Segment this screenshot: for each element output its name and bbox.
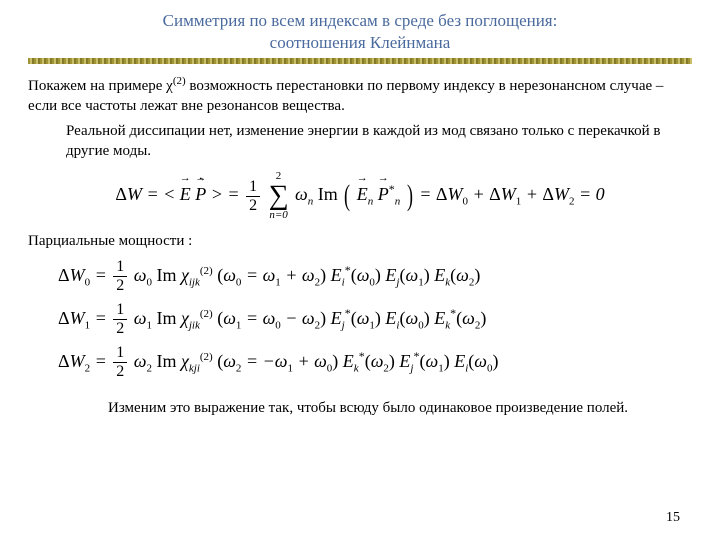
eq-w1: ΔW1 = 12 ω1 Im χjik(2) (ω1 = ω0 − ω2) Ej… — [58, 302, 692, 337]
conclusion-text: Изменим это выражение так, чтобы всюду б… — [28, 398, 692, 418]
intro-sentence-2: Реальной диссипации нет, изменение энерг… — [28, 121, 692, 162]
title-line-2: соотношения Клейнмана — [270, 33, 451, 52]
main-equation: ΔW = < E P > = 12 2∑n=0 ωn Im ( En P*n )… — [28, 171, 692, 221]
intro-sentence: Покажем на примере χ(2) возможность пере… — [28, 74, 692, 117]
eq-w2: ΔW2 = 12 ω2 Im χkji(2) (ω2 = −ω1 + ω0) E… — [58, 345, 692, 380]
eq-w0: ΔW0 = 12 ω0 Im χijk(2) (ω0 = ω1 + ω2) Ei… — [58, 259, 692, 294]
title-line-1: Симметрия по всем индексам в среде без п… — [163, 11, 558, 30]
title-divider — [28, 58, 692, 64]
slide-title: Симметрия по всем индексам в среде без п… — [28, 10, 692, 54]
partial-equations: ΔW0 = 12 ω0 Im χijk(2) (ω0 = ω1 + ω2) Ei… — [58, 259, 692, 380]
page-number: 15 — [666, 510, 680, 526]
partial-powers-label: Парциальные мощности : — [28, 231, 692, 251]
